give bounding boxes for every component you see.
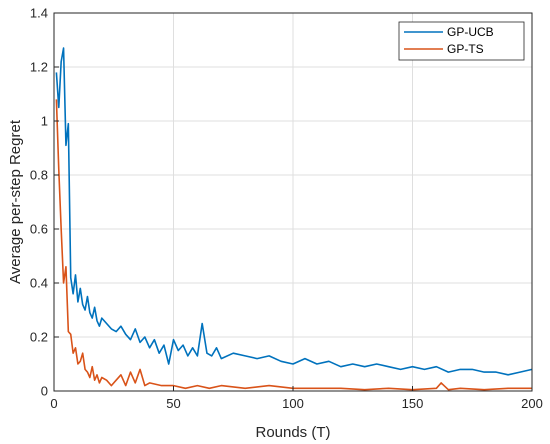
series-layer [55,47,533,391]
x-tick-label: 100 [282,396,304,411]
legend-label-gp-ts: GP-TS [447,42,484,56]
x-tick-label: 150 [402,396,424,411]
y-tick-label: 0.4 [30,276,48,291]
y-axis-title: Average per-step Regret [7,119,24,284]
legend: GP-UCB GP-TS [398,21,525,61]
x-tick-label: 50 [166,396,180,411]
y-tick-label: 0.6 [30,222,48,237]
axis-ticks: 0 50 100 150 200 0 0.2 0.4 0.6 0.8 1 1.2 1.4 [30,6,543,412]
y-tick-label: 0 [41,384,48,399]
x-tick-label: 0 [50,396,57,411]
series-line-gp-ucb [55,47,533,376]
legend-box [398,21,525,61]
x-axis-title: Rounds (T) [255,424,330,441]
x-tick-label: 200 [521,396,543,411]
legend-label-gp-ucb: GP-UCB [447,25,494,39]
y-tick-label: 1.2 [30,60,48,75]
y-tick-label: 1 [41,114,48,129]
y-tick-label: 0.2 [30,330,48,345]
y-tick-label: 1.4 [30,6,48,21]
grid [54,13,532,391]
series-line-gp-ts [55,99,532,391]
y-tick-label: 0.8 [30,168,48,183]
